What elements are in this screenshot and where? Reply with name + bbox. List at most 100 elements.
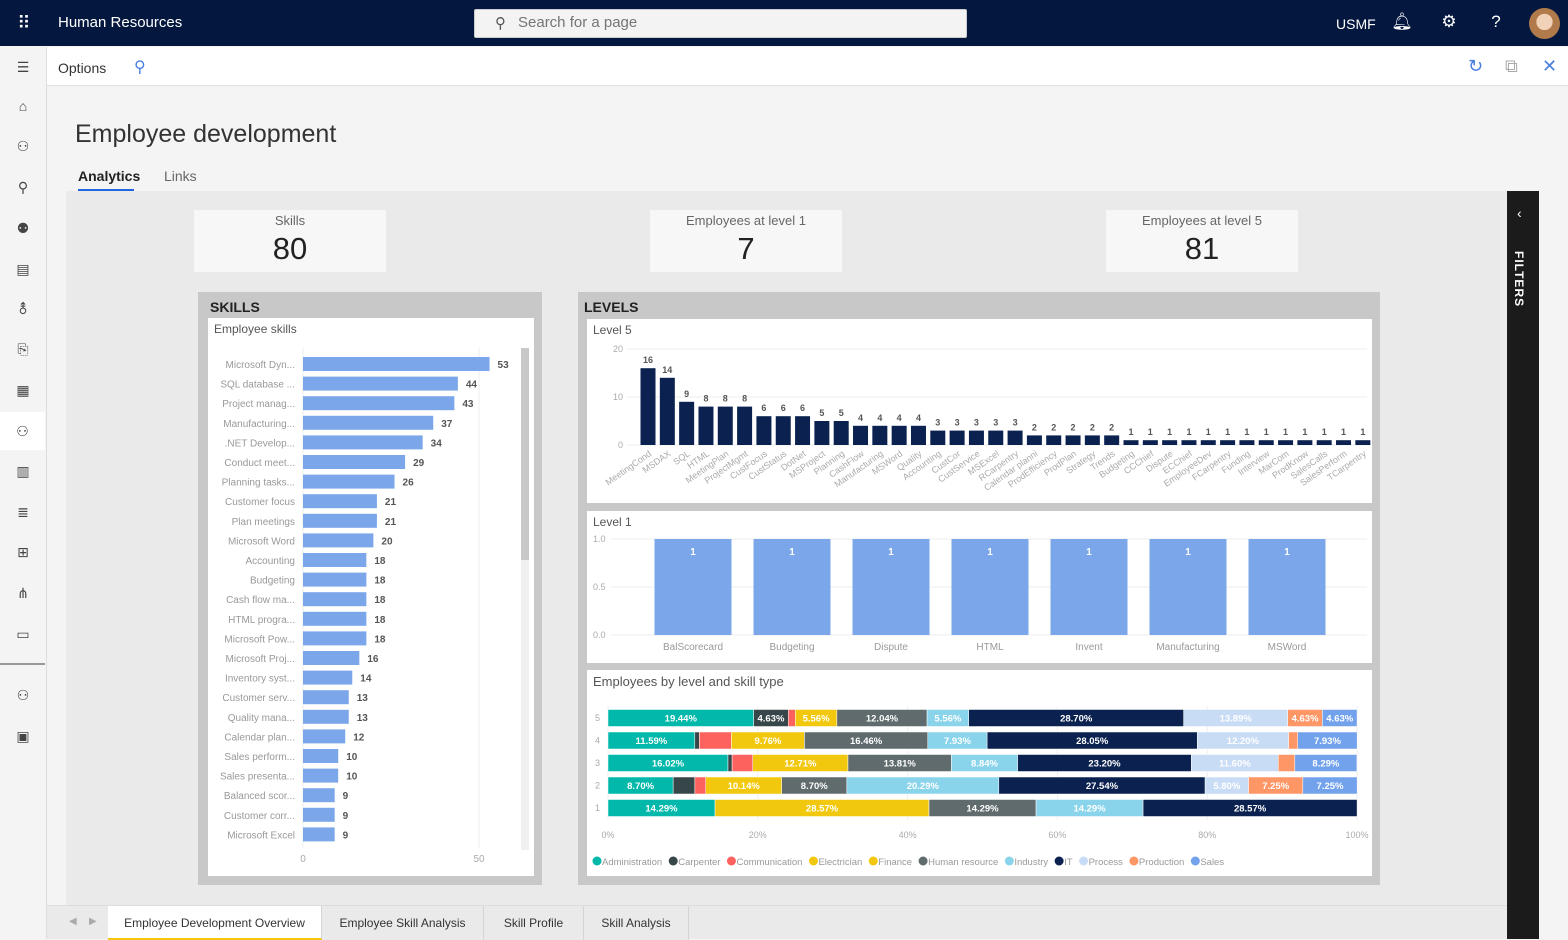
data-label: 1 xyxy=(1360,427,1365,437)
legend-marker xyxy=(1129,856,1139,866)
data-label: 12.71% xyxy=(784,759,817,770)
data-label: 18 xyxy=(374,556,386,567)
app-title[interactable]: Human Resources xyxy=(58,14,183,31)
bell-icon[interactable]: 🔔︎ xyxy=(1391,12,1413,31)
data-label: 1 xyxy=(1341,427,1346,437)
data-label: 3 xyxy=(1013,418,1018,428)
tab-links[interactable]: Links xyxy=(164,168,197,184)
data-label: 4 xyxy=(858,413,863,423)
org-chart-icon[interactable]: ⋔ xyxy=(17,585,29,601)
hamburger-icon[interactable]: ☰ xyxy=(16,59,30,75)
company-selector[interactable]: USMF xyxy=(1336,16,1376,32)
legend-label: Administration xyxy=(602,857,662,868)
bar xyxy=(930,430,946,445)
search-input[interactable] xyxy=(518,14,938,31)
avatar[interactable] xyxy=(1529,8,1560,39)
bar xyxy=(303,455,406,469)
library-icon[interactable]: ▥ xyxy=(16,463,30,479)
home-icon[interactable]: ⌂ xyxy=(18,98,28,114)
legend-label: Production xyxy=(1139,857,1184,868)
person-screen-icon[interactable]: ▣ xyxy=(16,728,30,744)
clipboard-icon[interactable]: ▤ xyxy=(16,261,30,277)
tab-employee-skill-analysis[interactable]: Employee Skill Analysis xyxy=(322,906,484,940)
legend-marker xyxy=(1079,856,1089,866)
category-label: 5 xyxy=(595,713,600,723)
person-training-icon[interactable]: ⚇ xyxy=(0,412,45,450)
x-tick-label: 20% xyxy=(749,830,767,840)
bar-segment xyxy=(727,754,733,772)
bar xyxy=(679,401,695,445)
tab-skill-profile[interactable]: Skill Profile xyxy=(484,906,584,940)
bar xyxy=(303,631,367,646)
close-icon[interactable]: ✕ xyxy=(1542,56,1558,76)
bar xyxy=(951,539,1029,635)
person-settings-icon[interactable]: ⚨ xyxy=(17,301,29,317)
person-document-icon[interactable]: ⚲ xyxy=(17,179,29,195)
bar-segment xyxy=(1322,709,1358,727)
bar xyxy=(303,807,335,822)
bar xyxy=(1336,440,1352,445)
legend-label: Human resource xyxy=(928,857,998,868)
chevron-left-icon[interactable]: ◀ xyxy=(69,916,77,927)
category-label: Balanced scor... xyxy=(224,791,295,802)
bylevel-chart: Employees by level and skill type 0% 20% 4… xyxy=(587,670,1372,876)
legend-label: Sales xyxy=(1200,857,1224,868)
chevron-right-icon[interactable]: ▶ xyxy=(89,916,97,927)
left-nav: ☰ ⌂ ⚇ ⚲ ⚉ ▤ ⚨ ⎘ ▦ ⚇ ▥ ≣ ⊞ ⋔ ▭ ⚇ ▣ xyxy=(0,47,47,939)
shield-screen-icon[interactable]: ▭ xyxy=(16,626,30,642)
data-label: 9 xyxy=(343,830,349,841)
data-label: 18 xyxy=(374,634,386,645)
help-icon[interactable]: ? xyxy=(1491,12,1501,31)
bar xyxy=(1355,440,1371,445)
y-tick-label: 0 xyxy=(618,440,623,450)
people-icon[interactable]: ⚇ xyxy=(16,138,30,154)
data-label: 2 xyxy=(1109,422,1114,432)
data-label: 37 xyxy=(441,419,453,430)
scrollbar-track[interactable] xyxy=(521,348,529,850)
people-group-icon[interactable]: ⚉ xyxy=(16,220,30,236)
calculator-icon[interactable]: ▦ xyxy=(16,382,30,398)
gear-icon[interactable]: ⚙ xyxy=(1441,12,1457,31)
skills-panel-title: SKILLS xyxy=(210,299,260,315)
people-briefcase-icon[interactable]: ⚇ xyxy=(16,687,30,703)
level5-chart-svg: 0102016MeetingCond14MSDAX9SQL8HTML8Meeti… xyxy=(604,344,1371,493)
kpi-label: Employees at level 1 xyxy=(686,213,806,228)
refresh-icon[interactable]: ↻ xyxy=(1468,56,1484,76)
bar xyxy=(1123,440,1139,445)
data-label: 27.54% xyxy=(1086,781,1119,792)
filters-label[interactable]: FILTERS xyxy=(1512,251,1526,308)
org-chart-check-icon[interactable]: ⊞ xyxy=(17,544,29,560)
data-label: 16.02% xyxy=(652,759,685,770)
open-new-window-icon[interactable]: ⧉ xyxy=(1505,56,1518,76)
data-label: 13.89% xyxy=(1220,714,1253,725)
category-label: Customer serv... xyxy=(222,693,295,704)
chevron-left-icon[interactable]: ‹ xyxy=(1517,205,1522,221)
data-label: 2 xyxy=(1051,422,1056,432)
kpi-value: 80 xyxy=(272,231,308,266)
options-button[interactable]: Options xyxy=(58,60,107,76)
waffle-icon[interactable]: ⠿ xyxy=(17,13,31,33)
bar xyxy=(1084,435,1100,445)
list-icon[interactable]: ≣ xyxy=(17,504,29,520)
data-label: 8.29% xyxy=(1312,759,1339,770)
tab-employee-development-overview[interactable]: Employee Development Overview xyxy=(108,906,322,940)
tab-analytics[interactable]: Analytics xyxy=(78,168,141,184)
filters-pane[interactable]: ‹ FILTERS xyxy=(1507,191,1539,939)
search-icon[interactable]: ⚲ xyxy=(134,59,146,76)
bar xyxy=(1149,539,1227,635)
data-label: 7.93% xyxy=(944,736,971,747)
scrollbar-thumb[interactable] xyxy=(521,348,529,560)
category-label: 2 xyxy=(595,781,600,791)
data-label: 10 xyxy=(346,772,358,783)
y-tick-label: 0.5 xyxy=(593,582,606,592)
tab-skill-analysis[interactable]: Skill Analysis xyxy=(584,906,689,940)
data-label: 1 xyxy=(1264,427,1269,437)
data-label: 8 xyxy=(723,394,728,404)
bar-segment xyxy=(699,731,732,750)
page-title: Employee development xyxy=(75,120,337,148)
document-edit-icon[interactable]: ⎘ xyxy=(17,341,29,357)
search-box[interactable]: ⚲ xyxy=(474,9,967,38)
data-label: 1 xyxy=(1225,427,1230,437)
active-tab-indicator xyxy=(78,189,134,191)
data-label: 4.63% xyxy=(1326,714,1353,725)
